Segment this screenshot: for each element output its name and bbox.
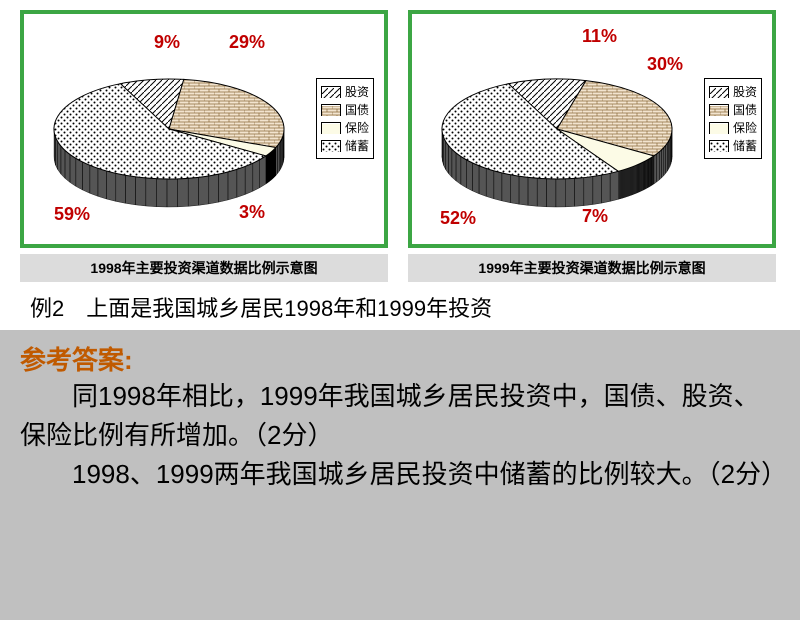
pct-label-bonds: 29% [229,32,265,53]
chart-1998: 9% 29% 3% 59% 股资 [20,10,388,248]
caption-1999: 1999年主要投资渠道数据比例示意图 [408,254,776,282]
legend-swatch-bonds [709,104,729,116]
legend-item-savings: 储蓄 [321,137,369,154]
question-partial-text: 例2 上面是我国城乡居民1998年和1999年投资 [0,282,800,325]
legend-swatch-savings [709,140,729,152]
legend-item-stocks: 股资 [709,83,757,100]
chart-1999: 11% 30% 7% 52% 股资 [408,10,776,248]
legend-swatch-insurance [321,122,341,134]
answer-body: 同1998年相比，1999年我国城乡居民投资中，国债、股资、保险比例有所增加。（… [20,377,780,494]
pct-label-stocks: 11% [582,26,617,47]
legend-swatch-bonds [321,104,341,116]
legend-label-savings: 储蓄 [345,137,369,154]
legend-swatch-stocks [321,86,341,98]
legend-item-savings: 储蓄 [709,137,757,154]
charts-row: 9% 29% 3% 59% 股资 [0,0,800,248]
pct-label-bonds: 30% [647,54,683,75]
pct-label-insurance: 7% [582,206,608,227]
legend-swatch-insurance [709,122,729,134]
answer-line-1: 同1998年相比，1999年我国城乡居民投资中，国债、股资、保险比例有所增加。（… [20,377,780,455]
answer-block: 参考答案: 同1998年相比，1999年我国城乡居民投资中，国债、股资、保险比例… [0,330,800,620]
legend: 股资 国债 [316,78,374,159]
caption-1998: 1998年主要投资渠道数据比例示意图 [20,254,388,282]
legend-label-bonds: 国债 [345,101,369,118]
legend-label-savings: 储蓄 [733,137,757,154]
legend-swatch-stocks [709,86,729,98]
legend: 股资 国债 [704,78,762,159]
legend-item-bonds: 国债 [321,101,369,118]
legend-label-stocks: 股资 [733,83,757,100]
pct-label-insurance: 3% [239,202,265,223]
answer-line-2: 1998、1999两年我国城乡居民投资中储蓄的比例较大。（2分） [20,455,780,494]
legend-item-bonds: 国债 [709,101,757,118]
pct-label-savings: 52% [440,208,476,229]
answer-title: 参考答案: [20,340,780,377]
legend-label-insurance: 保险 [345,119,369,136]
legend-label-stocks: 股资 [345,83,369,100]
legend-item-insurance: 保险 [709,119,757,136]
legend-item-stocks: 股资 [321,83,369,100]
legend-label-bonds: 国债 [733,101,757,118]
pct-label-stocks: 9% [154,32,180,53]
legend-label-insurance: 保险 [733,119,757,136]
caption-row: 1998年主要投资渠道数据比例示意图 1999年主要投资渠道数据比例示意图 [0,248,800,282]
pct-label-savings: 59% [54,204,90,225]
legend-swatch-savings [321,140,341,152]
legend-item-insurance: 保险 [321,119,369,136]
